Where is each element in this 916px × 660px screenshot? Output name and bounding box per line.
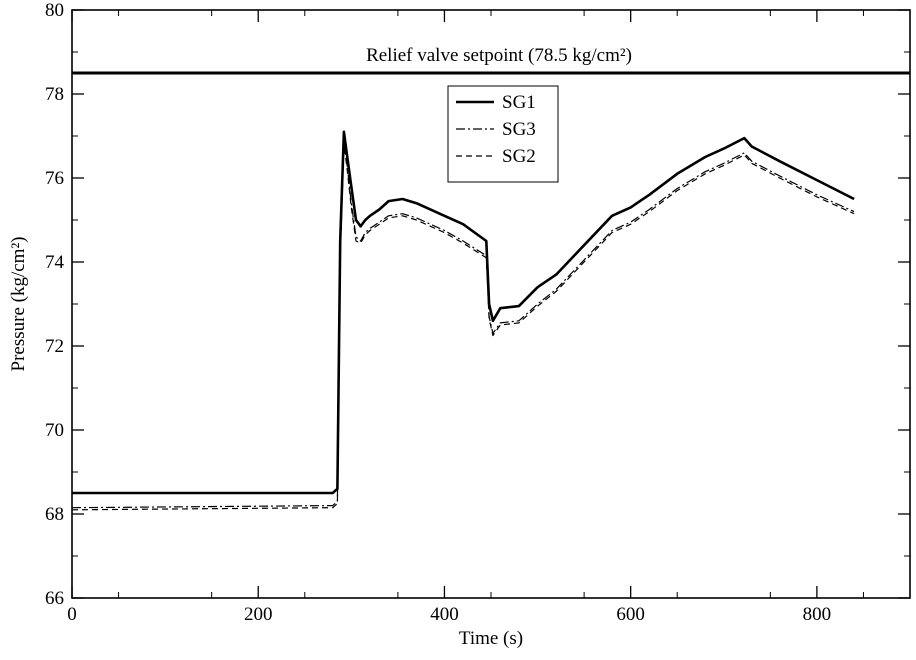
x-axis-ticks: 0 200 400 600 800: [67, 10, 864, 625]
plot-frame: [71, 9, 911, 599]
x-tick-label: 800: [803, 604, 832, 625]
series-line-sg2: [71, 143, 855, 511]
y-tick-label: 72: [45, 336, 64, 357]
y-tick-label: 70: [45, 420, 64, 441]
y-tick-label: 66: [45, 588, 64, 609]
legend-label-sg3: SG3: [502, 119, 536, 140]
y-tick-label: 80: [45, 0, 64, 21]
y-axis-label: Pressure (kg/cm²): [8, 237, 29, 372]
x-axis-label: Time (s): [459, 628, 523, 649]
legend-label-sg2: SG2: [502, 146, 536, 167]
x-tick-label: 400: [430, 604, 459, 625]
series-group: [71, 130, 855, 511]
y-tick-label: 74: [45, 252, 65, 273]
x-tick-label: 0: [67, 604, 77, 625]
legend: SG1 SG3 SG2: [447, 85, 559, 183]
relief-valve-setpoint-label: Relief valve setpoint (78.5 kg/cm²): [366, 45, 632, 66]
series-line-sg1: [72, 130, 855, 495]
y-tick-label: 68: [45, 504, 64, 525]
x-tick-label: 200: [244, 604, 273, 625]
y-axis-ticks: 66 68 70 72 74 76 78 80: [45, 0, 910, 609]
x-tick-label: 600: [616, 604, 645, 625]
legend-label-sg1: SG1: [502, 92, 536, 113]
series-line-sg3: [71, 139, 855, 509]
y-tick-label: 78: [45, 84, 64, 105]
y-tick-label: 76: [45, 168, 64, 189]
